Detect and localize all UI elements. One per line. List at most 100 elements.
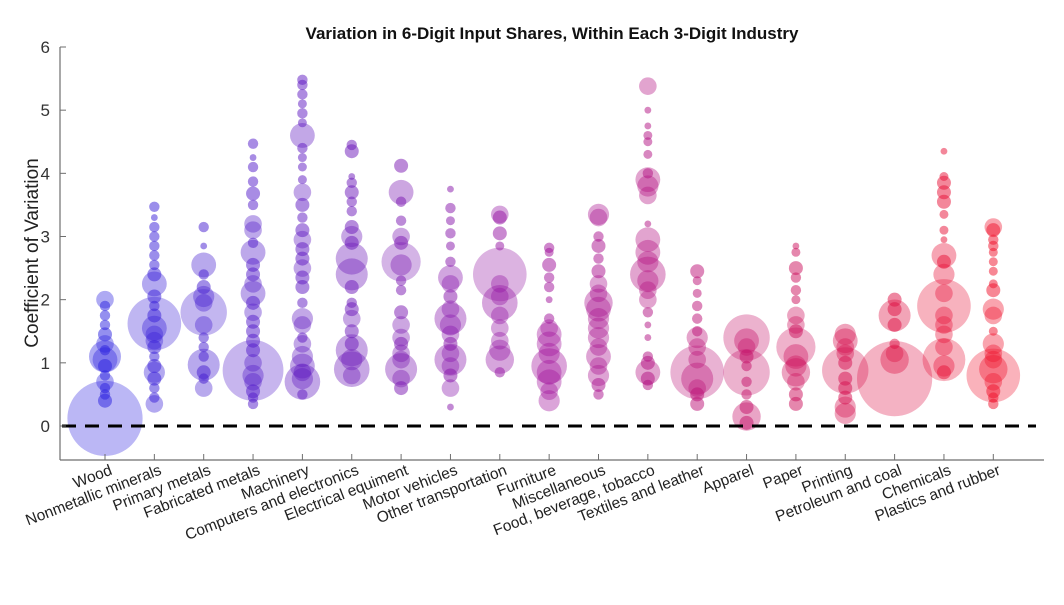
bubble-point — [247, 398, 259, 410]
bubble-point — [485, 345, 514, 374]
bubble-point — [247, 176, 259, 187]
bubble-point — [149, 201, 160, 213]
bubble-point — [348, 173, 356, 180]
bubble-point — [741, 360, 752, 372]
bubble-point — [688, 350, 706, 369]
bubble-point — [198, 269, 209, 280]
bubble-point — [939, 225, 949, 235]
bubble-point — [291, 368, 313, 390]
bubble-point — [194, 294, 213, 312]
bubble-point — [644, 334, 652, 341]
bubble-point — [149, 300, 160, 312]
bubble-point — [141, 315, 167, 341]
bubble-point — [99, 389, 111, 400]
chart-title: Variation in 6-Digit Input Shares, Withi… — [306, 24, 799, 43]
bubble-point — [986, 283, 1001, 298]
bubble-point — [297, 153, 307, 163]
bubble-point — [198, 341, 209, 353]
bubble-point — [249, 154, 257, 161]
bubble-column — [381, 158, 421, 396]
bubble-point — [984, 306, 1003, 325]
bubble-point — [644, 122, 652, 130]
bubble-point — [291, 308, 313, 330]
bubble-point — [149, 351, 160, 362]
bubble-point — [593, 253, 604, 264]
bubble-point — [587, 317, 610, 339]
bubble-point — [540, 319, 558, 337]
bubble-point — [939, 172, 949, 181]
bubble-point — [344, 324, 359, 339]
bubble-point — [681, 362, 714, 395]
bubble-point — [491, 306, 509, 325]
bubble-point — [297, 162, 307, 172]
bubble-point — [543, 272, 555, 283]
bubble-column — [776, 242, 816, 411]
bubble-point — [639, 281, 657, 299]
bubble-point — [917, 279, 971, 333]
bubble-point — [545, 296, 553, 304]
bubble-point — [491, 287, 509, 306]
bubble-column — [473, 205, 527, 378]
bubble-point — [198, 221, 209, 233]
bubble-point — [639, 77, 657, 95]
bubble-point — [492, 226, 507, 241]
bubble-point — [297, 332, 308, 343]
bubble-point — [247, 237, 259, 249]
bubble-point — [441, 379, 460, 397]
bubble-point — [887, 317, 902, 332]
bubble-point — [198, 373, 209, 384]
bubble-point — [291, 345, 313, 368]
bubble-point — [838, 390, 853, 405]
bubble-point — [692, 326, 703, 337]
bubble-point — [630, 256, 666, 293]
bubble-point — [644, 220, 652, 228]
bubble-point — [984, 350, 1003, 369]
bubble-point — [741, 389, 752, 400]
bubble-point — [295, 251, 310, 266]
bubble-point — [145, 325, 164, 344]
bubble-point — [149, 221, 160, 233]
bubble-point — [342, 366, 361, 385]
bubble-point — [149, 382, 160, 394]
bubble-point — [788, 396, 803, 411]
bubble-point — [538, 342, 560, 364]
bubble-point — [538, 390, 560, 412]
bubble-point — [491, 319, 509, 337]
bubble-point — [783, 344, 809, 369]
bubble-point — [690, 264, 705, 279]
bubble-point — [335, 242, 368, 275]
bubble-point — [99, 310, 111, 321]
bubble-point — [791, 247, 801, 257]
bubble-point — [988, 266, 998, 276]
bubble-point — [966, 348, 1021, 403]
bubble-point — [147, 267, 162, 282]
bubble-point — [147, 340, 162, 355]
bubble-point — [394, 305, 409, 320]
bubble-point — [290, 353, 315, 379]
bubble-column — [222, 138, 284, 410]
bubble-point — [395, 215, 407, 226]
bubble-point — [836, 338, 855, 356]
bubble-point — [642, 379, 654, 391]
bubble-point — [536, 331, 562, 357]
bubble-point — [346, 196, 357, 207]
bubble-column — [333, 139, 370, 387]
bubble-point — [788, 324, 803, 339]
bubble-point — [295, 197, 310, 212]
bubble-column — [857, 292, 933, 417]
bubble-column — [127, 201, 182, 413]
bubble-point — [543, 313, 555, 324]
bubble-point — [643, 137, 653, 147]
bubble-point — [642, 168, 654, 179]
bubble-point — [99, 300, 111, 312]
bubble-point — [639, 290, 657, 309]
bubble-point — [244, 215, 262, 233]
bubble-point — [297, 297, 308, 309]
bubble-point — [635, 239, 661, 265]
bubble-point — [445, 202, 456, 214]
bubble-point — [940, 147, 948, 155]
y-tick-label: 2 — [41, 291, 50, 310]
bubble-point — [297, 212, 308, 223]
y-tick-label: 3 — [41, 228, 50, 247]
y-tick-label: 0 — [41, 417, 50, 436]
